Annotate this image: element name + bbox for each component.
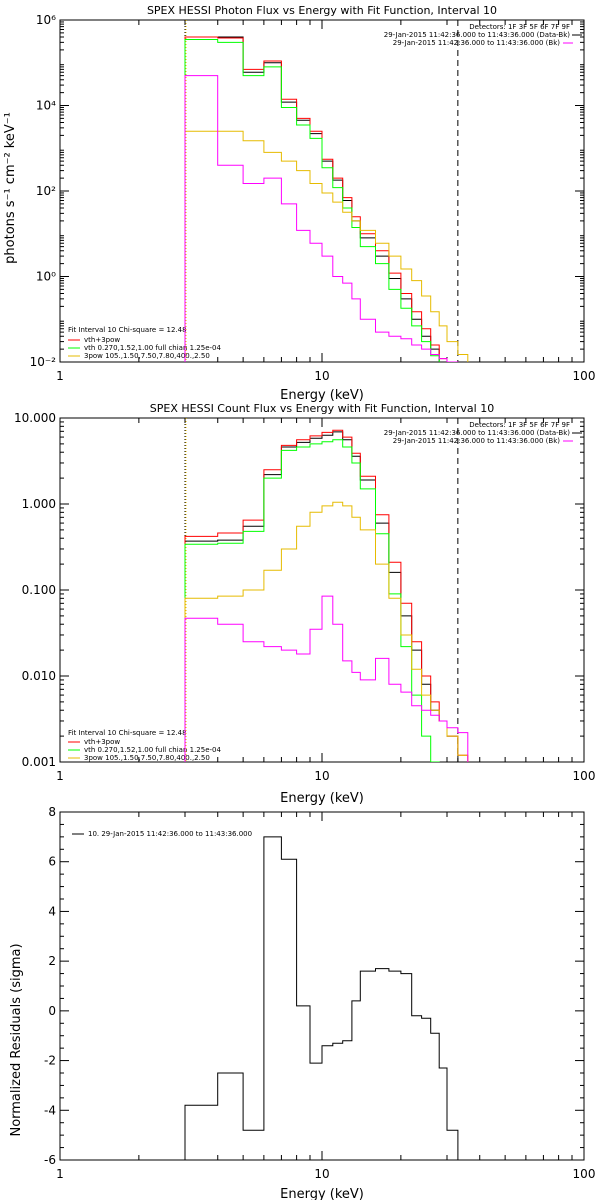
series-line-vth <box>184 439 440 762</box>
count-flux-panel: SPEX HESSI Count Flux vs Energy with Fit… <box>14 402 595 806</box>
photon-flux-info-block: Detectors: 1F 3F 5F 6F 7F 9F 29-Jan-2015… <box>384 23 582 47</box>
series-line-bk <box>184 75 459 362</box>
y-tick-label: 1.000 <box>22 497 56 511</box>
x-tick-label: 1 <box>56 769 64 783</box>
y-tick-label: 10⁰ <box>36 270 56 284</box>
detectors-text: Detectors: 1F 3F 5F 6F 7F 9F <box>469 421 570 429</box>
photon-flux-title: SPEX HESSI Photon Flux vs Energy with Fi… <box>147 4 497 17</box>
photon-flux-panel: SPEX HESSI Photon Flux vs Energy with Fi… <box>3 4 595 403</box>
series-line-vth-3pow <box>184 429 469 762</box>
bk-interval-text: 29-Jan-2015 11:42:36.000 to 11:43:36.000… <box>393 437 561 445</box>
y-tick-label: 0.001 <box>22 755 56 769</box>
legend-label-vth: vth 0.270,1.52,1.00 full chian 1.25e-04 <box>84 746 222 754</box>
count-flux-title: SPEX HESSI Count Flux vs Energy with Fit… <box>150 402 494 415</box>
series-line-data-bk <box>184 36 448 362</box>
count-flux-xlabel: Energy (keV) <box>280 791 364 806</box>
legend-label-vth3pow: vth+3pow <box>84 738 120 746</box>
fit-chisq-text: Fit Interval 10 Chi-square = 12.48 <box>68 729 187 737</box>
detectors-text: Detectors: 1F 3F 5F 6F 7F 9F <box>469 23 570 31</box>
y-tick-label: 0.100 <box>22 583 56 597</box>
x-tick-label: 10 <box>314 769 329 783</box>
residuals-panel: Normalized Residuals (sigma) Energy (keV… <box>9 805 595 1200</box>
x-tick-label: 100 <box>573 1167 596 1181</box>
x-tick-label: 100 <box>573 769 596 783</box>
series-line-3pow <box>184 130 469 362</box>
x-tick-label: 1 <box>56 1167 64 1181</box>
series-line-3pow <box>184 501 469 762</box>
y-tick-label: 10⁴ <box>36 99 56 113</box>
count-flux-legend: Fit Interval 10 Chi-square = 12.48 vth+3… <box>68 729 222 762</box>
y-tick-label: 0 <box>48 1004 56 1018</box>
y-tick-label: 4 <box>48 904 56 918</box>
fit-chisq-text: Fit Interval 10 Chi-square = 12.48 <box>68 326 187 334</box>
series-line-bk <box>184 595 469 762</box>
x-tick-label: 100 <box>573 369 596 383</box>
photon-flux-xlabel: Energy (keV) <box>280 388 364 403</box>
y-tick-label: 10⁶ <box>36 13 56 27</box>
y-tick-label: -6 <box>44 1153 56 1167</box>
y-tick-label: 8 <box>48 805 56 819</box>
legend-label-residuals: 10. 29-Jan-2015 11:42:36.000 to 11:43:36… <box>88 830 252 838</box>
legend-label-vth: vth 0.270,1.52,1.00 full chian 1.25e-04 <box>84 344 222 352</box>
photon-flux-ylabel: photons s⁻¹ cm⁻² keV⁻¹ <box>3 112 18 264</box>
data-interval-text: 29-Jan-2015 11:42:36.000 to 11:43:36.000… <box>384 31 571 39</box>
series-line-vth-3pow <box>184 36 448 362</box>
y-tick-label: 10⁻² <box>30 355 57 369</box>
legend-label-3pow: 3pow 105.,1.50,7.50,7.80,400.,2.50 <box>84 754 210 762</box>
series-line-vth <box>184 39 440 362</box>
plot-frame <box>59 811 585 1161</box>
series-line-10-29-jan-2015-11-42-36-000-to-11-43-36-000 <box>184 836 459 1160</box>
data-interval-text: 29-Jan-2015 11:42:36.000 to 11:43:36.000… <box>384 429 571 437</box>
residuals-ylabel: Normalized Residuals (sigma) <box>9 943 24 1136</box>
y-tick-label: 10² <box>36 184 56 198</box>
y-tick-label: -2 <box>44 1054 56 1068</box>
residuals-xlabel: Energy (keV) <box>280 1187 364 1200</box>
y-tick-label: 0.010 <box>22 669 56 683</box>
photon-flux-legend: Fit Interval 10 Chi-square = 12.48 vth+3… <box>68 326 222 360</box>
x-tick-label: 10 <box>314 1167 329 1181</box>
y-tick-label: 2 <box>48 954 56 968</box>
count-flux-info-block: Detectors: 1F 3F 5F 6F 7F 9F 29-Jan-2015… <box>384 421 582 445</box>
series-line-data-bk <box>184 431 459 762</box>
legend-label-vth3pow: vth+3pow <box>84 336 120 344</box>
x-tick-label: 1 <box>56 369 64 383</box>
x-tick-label: 10 <box>314 369 329 383</box>
y-tick-label: 6 <box>48 855 56 869</box>
plot-frame <box>59 417 585 763</box>
legend-label-3pow: 3pow 105.,1.50,7.50,7.80,400.,2.50 <box>84 352 210 360</box>
bk-interval-text: 29-Jan-2015 11:42:36.000 to 11:43:36.000… <box>393 39 561 47</box>
residuals-legend: 10. 29-Jan-2015 11:42:36.000 to 11:43:36… <box>72 830 252 838</box>
y-tick-label: -4 <box>44 1103 56 1117</box>
y-tick-label: 10.000 <box>14 411 56 425</box>
